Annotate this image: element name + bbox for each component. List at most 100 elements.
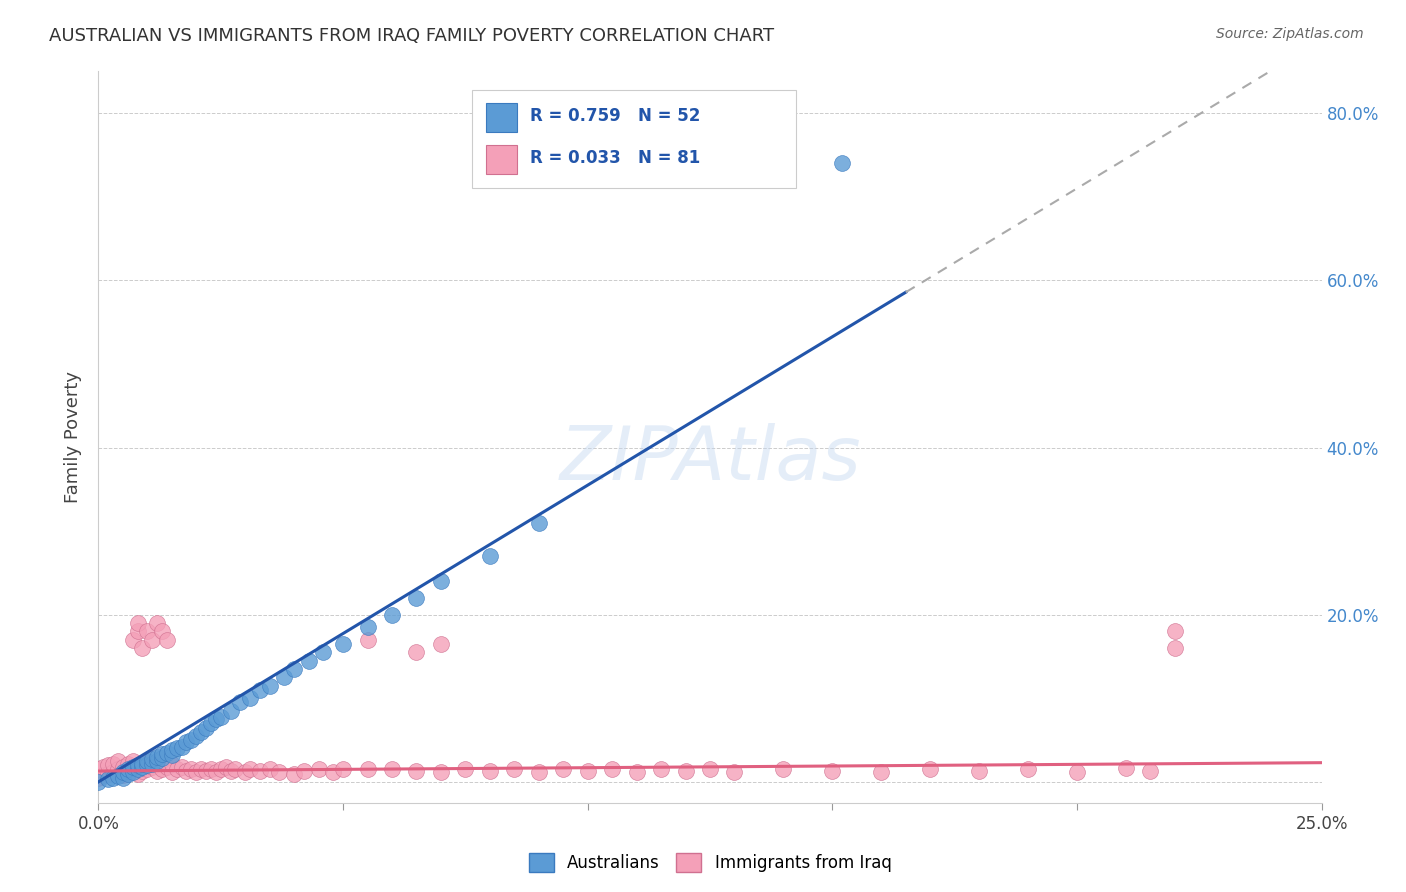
- Point: [821, 764, 844, 778]
- Point: [91, 768, 114, 782]
- Point: [146, 616, 169, 631]
- Point: [430, 637, 453, 651]
- Point: [190, 763, 212, 777]
- Point: [146, 749, 169, 764]
- Point: [405, 645, 427, 659]
- Point: [150, 753, 173, 767]
- Point: [87, 763, 110, 777]
- Point: [136, 624, 159, 639]
- Legend: Australians, Immigrants from Iraq: Australians, Immigrants from Iraq: [522, 846, 898, 879]
- Point: [219, 764, 242, 778]
- Point: [121, 764, 143, 779]
- Point: [107, 763, 129, 777]
- Point: [156, 746, 179, 760]
- Point: [127, 758, 149, 772]
- Point: [127, 624, 149, 639]
- Text: ZIPAtlas: ZIPAtlas: [560, 423, 860, 495]
- Point: [166, 763, 188, 777]
- Point: [308, 762, 330, 776]
- Point: [91, 760, 114, 774]
- Point: [200, 762, 222, 776]
- Point: [150, 624, 173, 639]
- Point: [127, 763, 149, 777]
- Point: [553, 763, 575, 777]
- Point: [356, 632, 378, 647]
- Point: [205, 712, 228, 726]
- Point: [259, 679, 281, 693]
- Point: [478, 549, 501, 564]
- Point: [332, 637, 354, 651]
- Point: [97, 772, 120, 787]
- Point: [626, 764, 648, 779]
- Point: [107, 754, 129, 768]
- Point: [1164, 624, 1187, 639]
- Text: AUSTRALIAN VS IMMIGRANTS FROM IRAQ FAMILY POVERTY CORRELATION CHART: AUSTRALIAN VS IMMIGRANTS FROM IRAQ FAMIL…: [49, 27, 775, 45]
- Point: [322, 764, 344, 779]
- Point: [160, 748, 183, 763]
- Point: [141, 632, 163, 647]
- Point: [219, 704, 242, 718]
- Point: [214, 760, 236, 774]
- Point: [699, 762, 721, 776]
- Point: [111, 760, 134, 774]
- Point: [1164, 641, 1187, 656]
- Point: [146, 764, 169, 778]
- Point: [107, 769, 129, 783]
- Point: [141, 760, 163, 774]
- Point: [381, 607, 404, 622]
- Point: [283, 662, 305, 676]
- Point: [97, 758, 120, 772]
- Point: [259, 762, 281, 776]
- Point: [136, 754, 159, 768]
- Point: [430, 764, 453, 779]
- Point: [150, 762, 173, 776]
- Point: [156, 632, 179, 647]
- Point: [131, 764, 153, 778]
- Point: [136, 754, 159, 768]
- Point: [239, 691, 262, 706]
- Point: [283, 766, 305, 780]
- Point: [111, 771, 134, 785]
- Point: [101, 756, 124, 771]
- Point: [312, 645, 335, 659]
- Point: [131, 756, 153, 770]
- Point: [146, 754, 169, 768]
- Point: [136, 758, 159, 772]
- FancyBboxPatch shape: [471, 90, 796, 188]
- Point: [131, 756, 153, 771]
- Point: [176, 735, 198, 749]
- Text: R = 0.759   N = 52: R = 0.759 N = 52: [530, 107, 700, 125]
- Point: [675, 764, 697, 778]
- Point: [170, 760, 193, 774]
- Point: [121, 754, 143, 768]
- Text: Source: ZipAtlas.com: Source: ZipAtlas.com: [1216, 27, 1364, 41]
- Point: [209, 709, 232, 723]
- Point: [224, 762, 246, 776]
- Point: [117, 763, 139, 777]
- FancyBboxPatch shape: [486, 145, 517, 174]
- Point: [1017, 762, 1039, 776]
- Point: [180, 733, 202, 747]
- Point: [87, 771, 110, 785]
- Point: [190, 724, 212, 739]
- Point: [111, 764, 134, 779]
- Point: [1066, 764, 1088, 779]
- Point: [166, 741, 188, 756]
- Point: [146, 756, 169, 770]
- Point: [97, 766, 120, 780]
- Point: [249, 682, 271, 697]
- Point: [150, 751, 173, 765]
- Point: [249, 764, 271, 778]
- Point: [870, 764, 893, 779]
- Point: [356, 620, 378, 634]
- Point: [209, 763, 232, 777]
- Point: [111, 768, 134, 782]
- Point: [101, 764, 124, 779]
- Point: [600, 762, 623, 776]
- Point: [195, 721, 218, 735]
- Point: [195, 764, 218, 778]
- Point: [121, 760, 143, 774]
- Y-axis label: Family Poverty: Family Poverty: [65, 371, 83, 503]
- Point: [239, 763, 262, 777]
- Point: [87, 775, 110, 789]
